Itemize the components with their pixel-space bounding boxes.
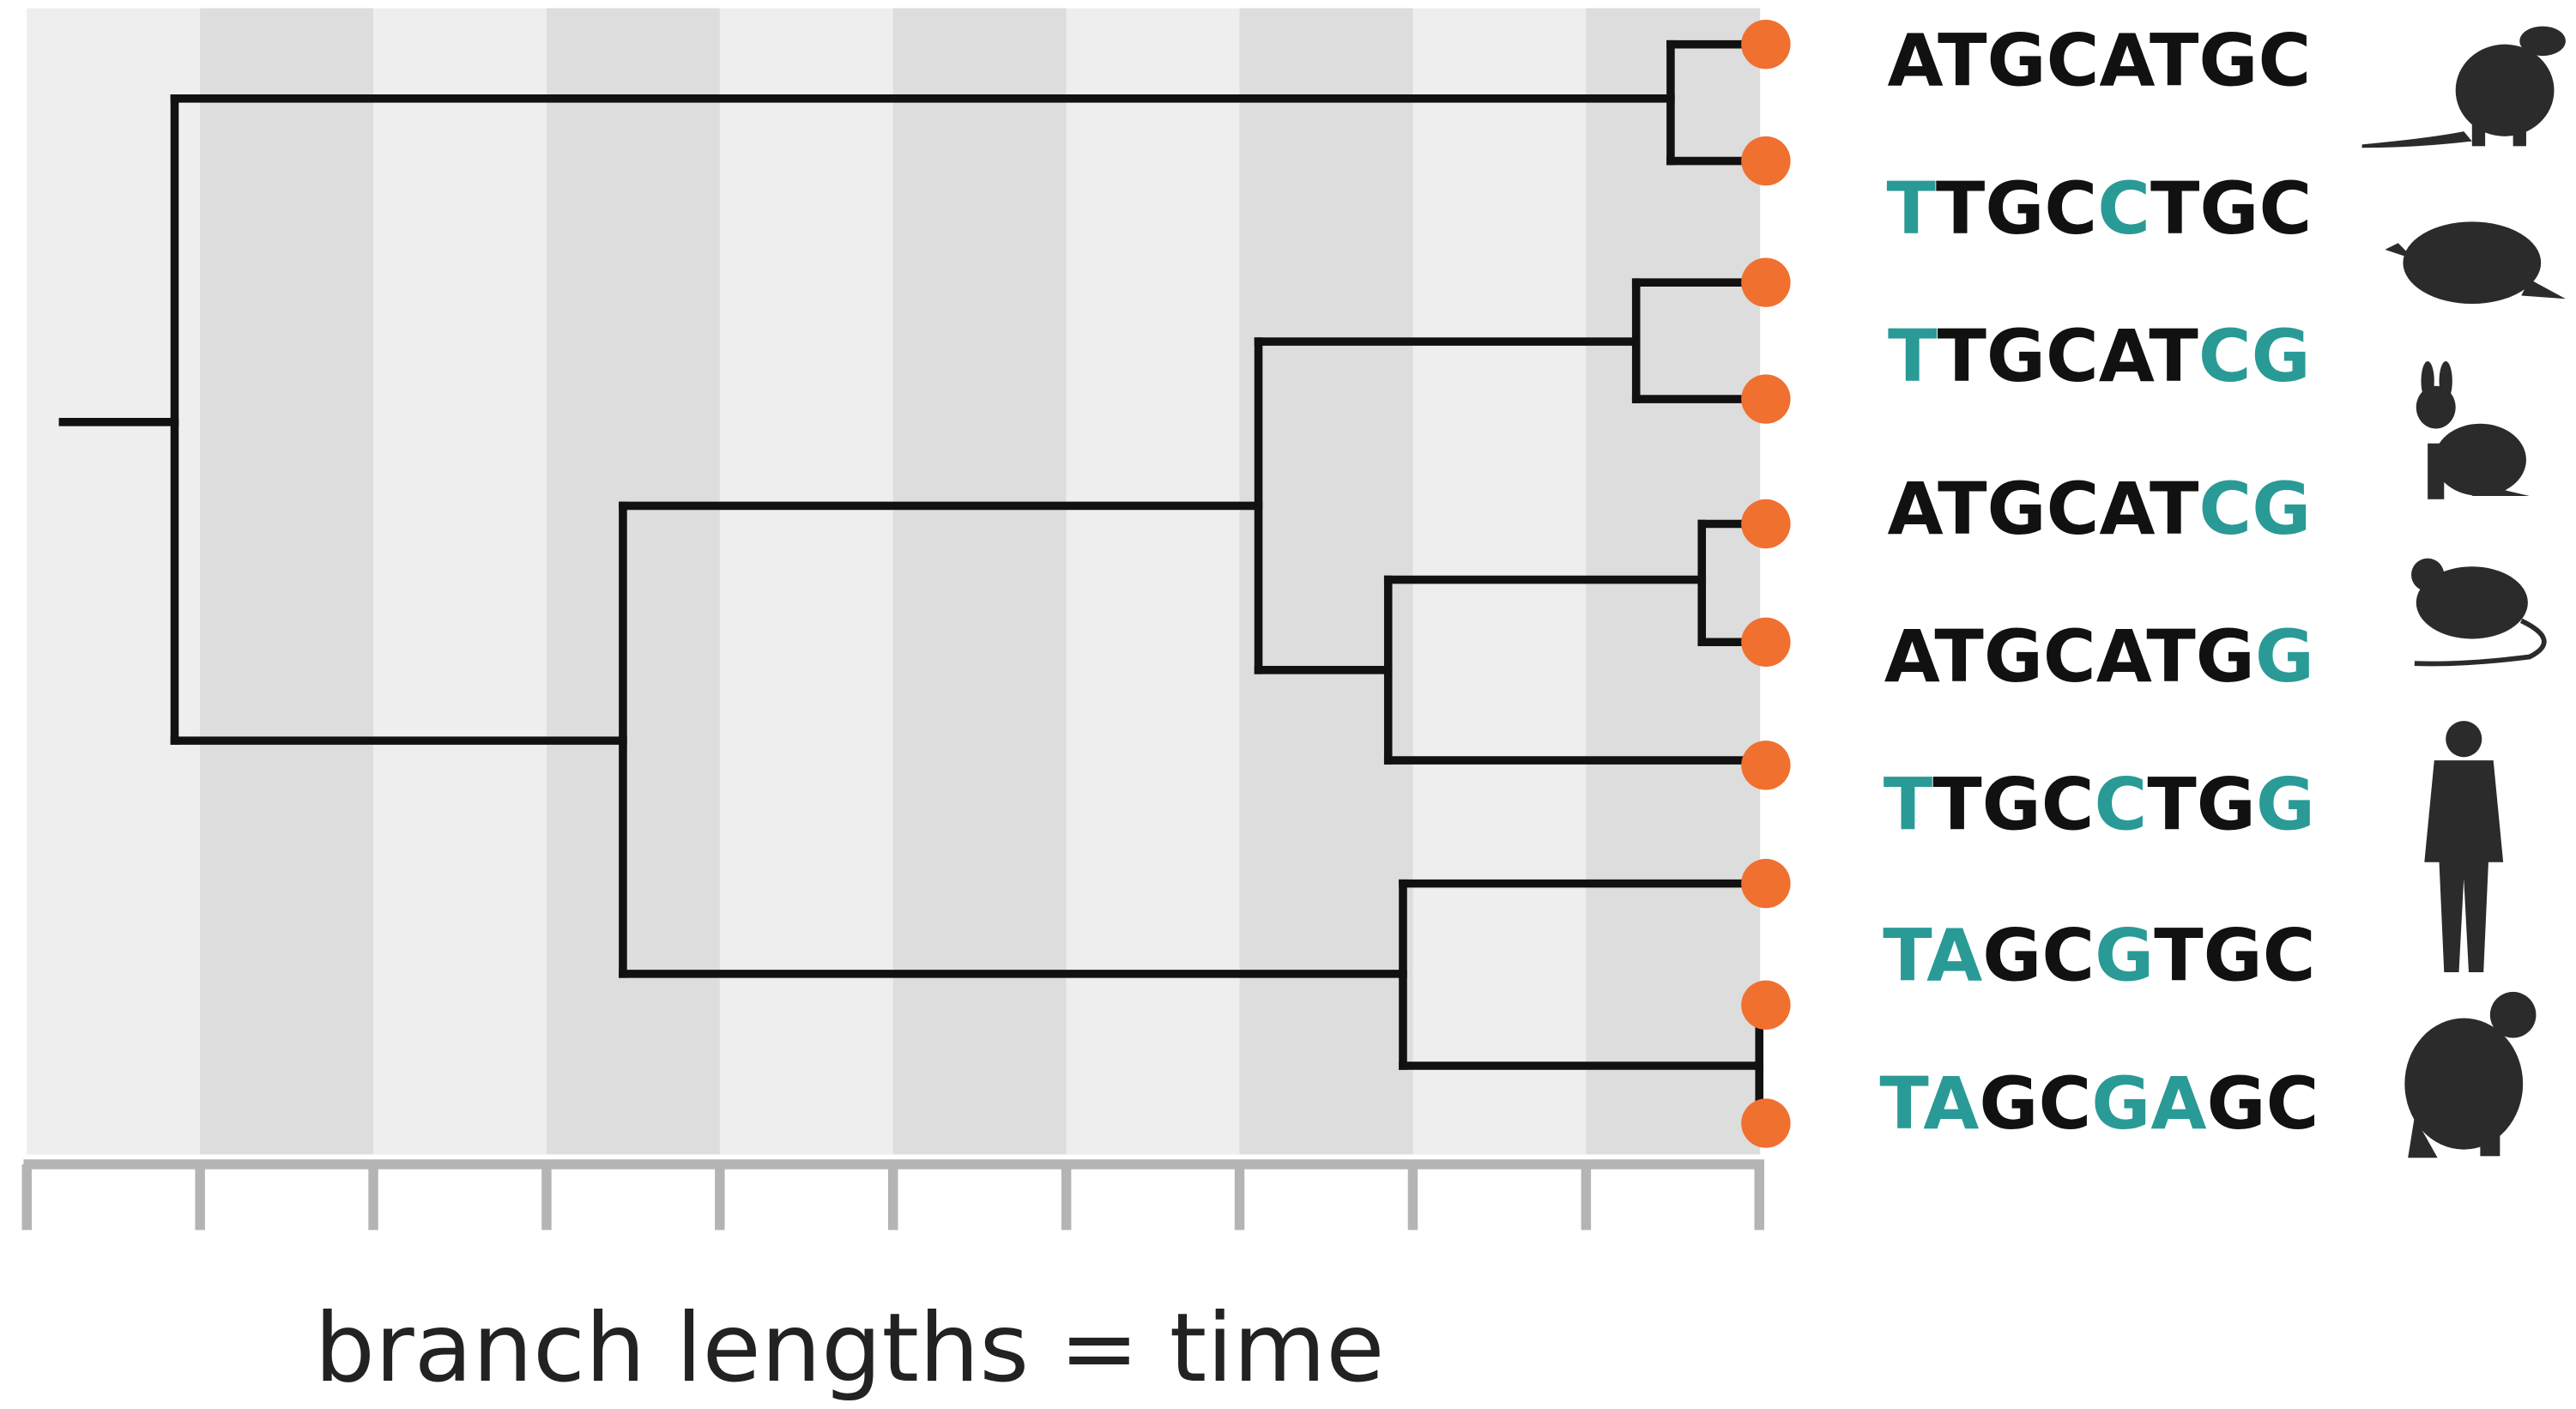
- sequence-segment: T: [1884, 762, 1932, 846]
- sequence-segment: GC: [1982, 913, 2095, 997]
- sequence: TTGCCTGG: [1884, 762, 2315, 846]
- tip-dot: [1741, 136, 1791, 186]
- sequence-segment: GA: [2091, 1061, 2206, 1146]
- tip-dot: [1741, 858, 1791, 909]
- sequence-segment: TA: [1883, 913, 1982, 997]
- sequences: ATGCATGCTTGCCTGCTTGCATCGATGCATCGATGCATGG…: [1879, 18, 2319, 1145]
- sequence: ATGCATGG: [1884, 614, 2314, 698]
- tip-dot: [1741, 1098, 1791, 1148]
- mouse-silhouette: [2411, 558, 2547, 667]
- sequence-segment: G: [2255, 614, 2314, 698]
- gorilla-silhouette: [2404, 991, 2537, 1158]
- sequence-segment: TG: [2147, 762, 2256, 846]
- sequence-segment: TA: [1879, 1061, 1979, 1146]
- sequence-segment: ATGCATGC: [1887, 18, 2311, 102]
- tip-dot: [1741, 257, 1791, 307]
- sequence-segment: T: [1886, 166, 1935, 251]
- sequence-segment: ATGCATG: [1884, 614, 2255, 698]
- tip-dots: [1741, 19, 1791, 1148]
- sequence-segment: CG: [2198, 314, 2311, 398]
- sequence-segment: GC: [1979, 1061, 2091, 1146]
- time-band: [373, 8, 547, 1155]
- mole-silhouette: [2385, 221, 2566, 305]
- sequence-segment: TGCAT: [1937, 314, 2198, 398]
- rabbit-silhouette: [2416, 361, 2530, 499]
- time-band: [892, 8, 1067, 1155]
- sequence-segment: G: [2256, 762, 2315, 846]
- sequence-segment: CG: [2198, 467, 2311, 551]
- tip-dot: [1741, 741, 1791, 790]
- sequence: TTGCCTGC: [1886, 166, 2312, 251]
- tip-dot: [1741, 499, 1791, 549]
- sequence-segment: TGC: [1936, 166, 2097, 251]
- sequence-segment: TGC: [2150, 166, 2312, 251]
- sequence: TTGCATCG: [1888, 314, 2311, 398]
- axis-title: branch lengths = time: [315, 1293, 1385, 1404]
- tip-dot: [1741, 374, 1791, 424]
- sequence-segment: TGC: [1932, 762, 2094, 846]
- tip-dot: [1741, 19, 1791, 70]
- sequence-segment: TGC: [2154, 913, 2315, 997]
- time-band: [719, 8, 894, 1155]
- sequence: ATGCATCG: [1887, 467, 2311, 551]
- time-axis: [21, 1159, 1764, 1231]
- sequence: ATGCATGC: [1887, 18, 2311, 102]
- tree: [58, 39, 1764, 1102]
- opossum-silhouette: [2361, 26, 2566, 148]
- sequence: TAGCGTGC: [1883, 913, 2315, 997]
- time-band: [200, 8, 374, 1155]
- sequence-segment: C: [2097, 166, 2150, 251]
- time-band: [1066, 8, 1241, 1155]
- animal-silhouettes: [2361, 26, 2566, 1158]
- sequence-segment: C: [2095, 762, 2148, 846]
- sequence-segment: T: [1888, 314, 1937, 398]
- sequence-segment: ATGCAT: [1887, 467, 2198, 551]
- human-silhouette: [2424, 721, 2504, 972]
- sequence: TAGCGAGC: [1879, 1061, 2319, 1146]
- tip-dot: [1741, 617, 1791, 667]
- tip-dot: [1741, 980, 1791, 1030]
- sequence-segment: G: [2095, 913, 2154, 997]
- time-band: [546, 8, 721, 1155]
- sequence-segment: GC: [2207, 1061, 2319, 1146]
